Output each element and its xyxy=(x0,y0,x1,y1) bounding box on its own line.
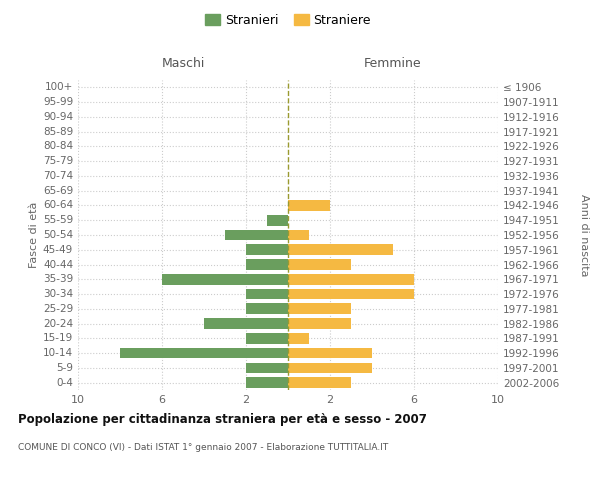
Bar xyxy=(246,259,288,270)
Bar xyxy=(288,362,372,373)
Bar xyxy=(225,230,288,240)
Bar xyxy=(246,304,288,314)
Bar xyxy=(246,288,288,300)
Bar xyxy=(246,244,288,255)
Legend: Stranieri, Straniere: Stranieri, Straniere xyxy=(200,8,376,32)
Bar xyxy=(288,274,414,284)
Bar xyxy=(120,348,288,358)
Y-axis label: Fasce di età: Fasce di età xyxy=(29,202,39,268)
Bar xyxy=(288,333,309,344)
Text: COMUNE DI CONCO (VI) - Dati ISTAT 1° gennaio 2007 - Elaborazione TUTTITALIA.IT: COMUNE DI CONCO (VI) - Dati ISTAT 1° gen… xyxy=(18,442,388,452)
Bar xyxy=(288,318,351,329)
Bar xyxy=(288,200,330,211)
Y-axis label: Anni di nascita: Anni di nascita xyxy=(579,194,589,276)
Bar xyxy=(288,304,351,314)
Bar xyxy=(288,244,393,255)
Text: Maschi: Maschi xyxy=(161,56,205,70)
Bar xyxy=(288,259,351,270)
Text: Popolazione per cittadinanza straniera per età e sesso - 2007: Popolazione per cittadinanza straniera p… xyxy=(18,412,427,426)
Bar xyxy=(162,274,288,284)
Bar xyxy=(246,362,288,373)
Bar xyxy=(288,348,372,358)
Text: Femmine: Femmine xyxy=(364,56,422,70)
Bar xyxy=(288,378,351,388)
Bar xyxy=(246,378,288,388)
Bar xyxy=(288,230,309,240)
Bar xyxy=(267,215,288,226)
Bar xyxy=(288,288,414,300)
Bar xyxy=(204,318,288,329)
Bar xyxy=(246,333,288,344)
